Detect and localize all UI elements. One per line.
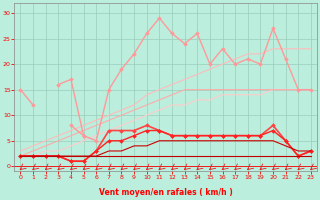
X-axis label: Vent moyen/en rafales ( km/h ): Vent moyen/en rafales ( km/h ) [99,188,233,197]
